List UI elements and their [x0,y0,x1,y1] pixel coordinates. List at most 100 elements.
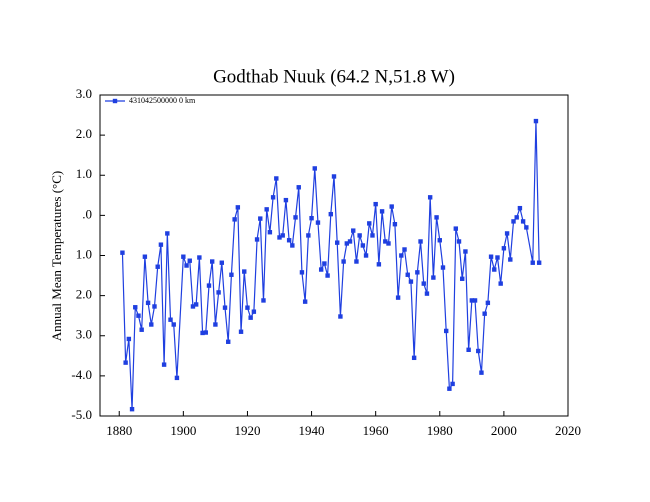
data-point [312,166,317,171]
data-point [315,220,321,225]
data-point [341,259,346,264]
data-point [203,330,208,335]
x-tick-label: 1940 [299,423,325,438]
data-point [206,283,212,288]
y-tick-label: 3.0 [76,86,92,101]
data-point [158,242,164,247]
data-point [152,304,157,309]
data-point [392,222,398,227]
data-point [511,219,516,224]
data-point [142,254,148,259]
data-point [351,228,356,233]
y-axis-label: Annual Mean Temperatures (°C) [49,171,64,341]
data-point [181,254,186,259]
data-point [495,255,500,260]
data-point [184,263,189,268]
data-point [399,253,404,258]
data-point [264,207,269,212]
data-point [367,221,372,226]
data-point [283,197,289,203]
data-point [536,260,542,265]
data-point [453,226,459,231]
data-point [306,233,311,238]
data-point [299,270,305,275]
data-point [370,233,375,238]
data-point [213,322,218,327]
data-point [450,381,455,387]
data-point [424,291,430,296]
data-point [286,238,292,243]
data-point [395,295,401,300]
data-point [174,375,180,381]
data-point [293,215,298,220]
y-tick-label: 3.0 [76,327,92,342]
data-point [456,239,462,244]
y-tick-label: 2.0 [76,287,92,302]
data-point [270,195,276,200]
data-point [190,304,196,309]
data-point [347,239,353,244]
data-point [296,185,301,190]
data-point [120,250,125,255]
data-point [171,322,176,327]
data-point [488,254,494,259]
data-point [126,336,132,342]
data-point [261,298,266,303]
data-point [129,406,135,412]
data-point [418,239,423,244]
data-point [238,329,244,334]
data-point [492,267,497,272]
data-point [277,235,282,240]
legend-marker [112,98,118,104]
data-point [501,246,507,251]
data-point [242,269,247,274]
data-point [165,231,170,236]
x-tick-label: 1920 [234,423,260,438]
y-tick-label: -5.0 [71,407,92,422]
data-point [440,265,446,270]
x-tick-label: 2020 [555,423,581,438]
y-tick-label: 2.0 [76,126,92,141]
data-point [209,259,215,264]
data-point [463,249,468,254]
data-point [309,215,314,221]
data-point [530,260,535,265]
data-point [472,298,478,303]
data-point [248,315,253,320]
data-point [219,260,225,265]
data-point [267,230,273,235]
data-point [402,247,407,252]
data-point [161,362,167,367]
data-point [443,328,449,334]
data-point [302,299,308,304]
x-tick-label: 1880 [106,423,132,438]
data-point [514,215,519,220]
data-point [193,302,199,307]
data-point [133,305,138,310]
data-point [482,311,487,316]
data-point [524,225,529,230]
y-tick-label: -4.0 [71,367,92,382]
data-point [254,237,260,242]
data-point [290,243,295,248]
data-point [405,272,410,277]
data-point [373,201,378,207]
data-point [408,279,414,284]
data-point [155,264,160,269]
data-point [136,313,141,318]
data-point [216,290,221,295]
data-point [447,386,452,391]
legend-label: 431042500000 0 km [129,96,196,105]
data-point [476,348,481,354]
data-point [431,275,436,280]
data-point [149,322,154,327]
x-tick-label: 1960 [363,423,389,438]
data-point [520,219,526,224]
data-point [379,209,385,214]
y-tick-label: .0 [82,206,92,221]
data-point [328,211,333,217]
data-point [363,253,369,258]
data-point [389,204,394,209]
data-point [427,195,433,200]
